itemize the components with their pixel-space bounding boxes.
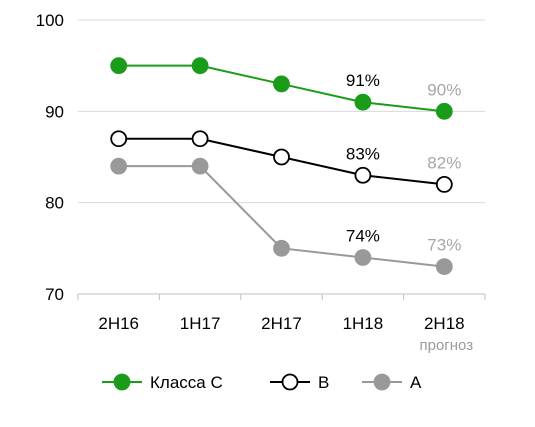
data-point-а-1h18 <box>354 249 372 266</box>
x-axis-ticks: 2H16 1H17 2H17 1H18 2H18 прогноз <box>98 314 473 354</box>
x-tick-label-2h16: 2H16 <box>98 314 139 333</box>
data-label-класса-с-1h18: 91% <box>346 71 380 90</box>
data-label-в-1h18: 83% <box>346 144 380 163</box>
y-tick-label-90: 90 <box>45 102 64 121</box>
data-point-а-2h18 <box>435 258 453 276</box>
data-point-в-2h18 <box>435 175 453 193</box>
y-tick-label-100: 100 <box>36 11 64 30</box>
data-point-в-2h17 <box>273 148 290 166</box>
x-tick-label-2h17: 2H17 <box>261 314 302 333</box>
legend-label: Класса С <box>150 373 223 392</box>
y-tick-label-70: 70 <box>45 285 64 304</box>
data-point-в-1h18 <box>354 166 372 184</box>
x-tick-sublabel: прогноз <box>419 337 473 354</box>
data-point-класса-с-2h17 <box>273 75 290 93</box>
legend-item-а: А <box>362 373 422 392</box>
data-label-а-1h18: 74% <box>346 226 380 245</box>
legend-swatch-marker <box>281 373 299 391</box>
legend-item-в: В <box>270 373 329 392</box>
x-tick-label-1h17: 1H17 <box>180 314 221 333</box>
data-label-в-2h18: 82% <box>427 153 461 172</box>
y-tick-label-80: 80 <box>45 194 64 213</box>
data-labels: 91% 90% 83% 82% 74% 73% <box>346 71 461 254</box>
legend-swatch-marker <box>113 373 131 391</box>
data-point-в-1h17 <box>191 130 209 148</box>
data-point-класса-с-1h17 <box>191 57 209 75</box>
data-point-класса-с-2h16 <box>110 57 128 75</box>
data-point-а-2h16 <box>110 157 128 175</box>
legend: Класса С В А <box>102 373 422 392</box>
data-point-класса-с-2h18 <box>435 102 453 120</box>
series-в <box>110 130 453 193</box>
legend-item-класса-с: Класса С <box>102 373 223 392</box>
x-tick-label-2h18: 2H18 <box>424 314 465 333</box>
series-класса-с <box>110 57 453 120</box>
data-point-класса-с-1h18 <box>354 93 372 111</box>
legend-swatch-marker <box>373 373 391 391</box>
legend-label: В <box>318 373 329 392</box>
x-tick-label-1h18: 1H18 <box>343 314 384 333</box>
series-а <box>110 157 453 276</box>
data-point-а-2h17 <box>273 239 290 257</box>
data-label-а-2h18: 73% <box>427 236 461 255</box>
data-label-класса-с-2h18: 90% <box>427 80 461 99</box>
series-group <box>110 57 453 276</box>
y-axis-ticks: 70 80 90 100 <box>36 11 64 304</box>
grid-lines <box>78 19 485 204</box>
data-point-в-2h16 <box>110 130 128 148</box>
data-point-а-1h17 <box>191 157 209 175</box>
x-axis <box>77 293 486 300</box>
legend-label: А <box>410 373 422 392</box>
